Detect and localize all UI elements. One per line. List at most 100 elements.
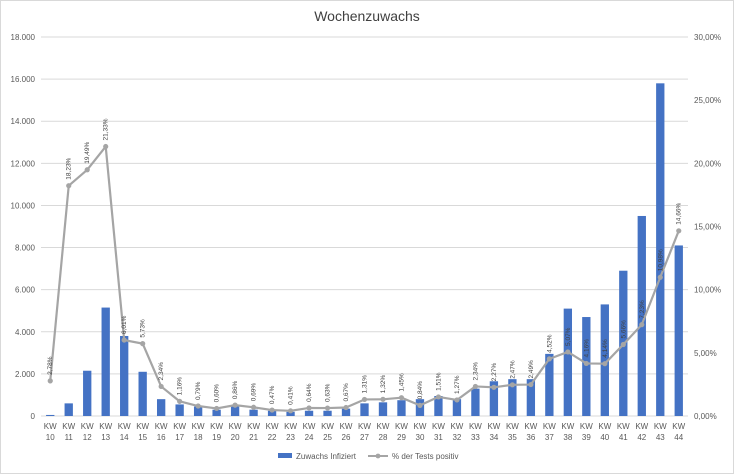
bar — [212, 409, 221, 416]
legend-swatch-marker — [375, 453, 381, 459]
x-tick-label: 22 — [268, 433, 277, 442]
line-point — [232, 402, 238, 408]
line-point — [324, 405, 331, 411]
bar — [582, 317, 591, 416]
x-tick-label: KW — [44, 422, 57, 431]
data-label: 2,27% — [491, 363, 498, 382]
bar — [83, 370, 92, 416]
y2-tick-label: 0,00% — [694, 412, 717, 421]
data-label: 0,84% — [417, 381, 424, 400]
bar — [360, 403, 369, 416]
x-tick-label: 40 — [600, 433, 609, 442]
line-point — [417, 402, 423, 408]
bar — [563, 308, 573, 416]
data-label: 2,49% — [528, 360, 535, 379]
bar — [637, 215, 646, 416]
data-label: 5,66% — [620, 320, 627, 339]
x-tick-label: KW — [99, 422, 112, 431]
x-tick-label: 38 — [563, 433, 572, 442]
x-tick-label: KW — [469, 422, 482, 431]
x-tick-label: 44 — [674, 433, 683, 442]
x-tick-label: 19 — [212, 433, 221, 442]
line-point — [121, 337, 127, 343]
data-label: 0,47% — [269, 385, 276, 404]
y-tick-label: 18.000 — [11, 33, 36, 42]
x-tick-label: 35 — [508, 433, 517, 442]
data-label: 0,41% — [288, 386, 295, 405]
x-tick-label: KW — [377, 422, 390, 431]
bar — [156, 399, 166, 416]
x-tick-label: KW — [340, 422, 353, 431]
x-tick-label: 39 — [582, 433, 591, 442]
y-tick-label: 14.000 — [11, 117, 36, 126]
x-tick-label: 28 — [379, 433, 388, 442]
bar — [674, 245, 683, 416]
line-point — [250, 404, 257, 410]
data-label: 1,31% — [362, 375, 369, 394]
x-tick-label: KW — [303, 422, 316, 431]
x-tick-label: KW — [672, 422, 685, 431]
x-tick-label: 36 — [526, 433, 535, 442]
line-point — [509, 382, 515, 388]
x-tick-label: KW — [654, 422, 667, 431]
x-tick-label: KW — [506, 422, 519, 431]
data-label: 1,16% — [177, 377, 184, 396]
bar — [46, 414, 55, 416]
bar — [101, 307, 110, 416]
line-point — [620, 341, 626, 348]
line-point — [140, 341, 146, 347]
line-point — [343, 404, 349, 411]
x-tick-label: KW — [321, 422, 334, 431]
x-tick-label: KW — [617, 422, 630, 431]
data-label: 0,63% — [325, 383, 332, 402]
x-tick-label: KW — [118, 422, 131, 431]
line-point — [528, 381, 534, 388]
line-point — [287, 408, 294, 414]
data-label: 1,51% — [435, 372, 442, 391]
bar — [193, 406, 203, 416]
bar — [120, 335, 129, 416]
data-label: 6,01% — [121, 315, 128, 334]
bar — [64, 403, 73, 416]
x-tick-label: 16 — [157, 433, 166, 442]
line-point — [676, 228, 682, 234]
data-label: 0,69% — [251, 383, 258, 402]
x-tick-label: KW — [598, 422, 611, 431]
legend-label-bars: Zuwachs Infiziert — [296, 452, 357, 461]
bar — [452, 399, 462, 416]
line-point — [435, 394, 442, 400]
bar — [267, 410, 277, 416]
data-label: 0,79% — [195, 381, 202, 400]
x-tick-label: 27 — [360, 433, 369, 442]
bar — [323, 410, 332, 416]
x-tick-label: 25 — [323, 433, 332, 442]
data-label: 21,33% — [103, 118, 110, 140]
line-point — [47, 378, 53, 384]
data-label: 1,45% — [398, 373, 405, 392]
x-tick-label: 11 — [65, 433, 74, 442]
line-point — [472, 383, 479, 390]
x-tick-label: 18 — [194, 433, 203, 442]
bar — [175, 404, 184, 416]
y-tick-label: 12.000 — [11, 159, 36, 168]
bar — [508, 379, 517, 416]
x-tick-label: 30 — [416, 433, 425, 442]
data-label: 4,52% — [546, 334, 553, 353]
line-point — [491, 384, 497, 390]
y-tick-label: 10.000 — [11, 201, 36, 210]
x-tick-label: 23 — [286, 433, 295, 442]
x-tick-label: 12 — [83, 433, 92, 442]
bar — [526, 379, 536, 416]
data-label: 19,49% — [84, 142, 91, 164]
x-tick-label: 10 — [46, 433, 55, 442]
data-label: 14,66% — [676, 203, 683, 225]
bar — [249, 409, 258, 416]
y2-tick-label: 25,00% — [694, 96, 721, 105]
data-label: 4,14% — [602, 339, 609, 358]
line-point — [602, 361, 608, 367]
x-tick-label: KW — [561, 422, 574, 431]
data-label: 1,27% — [454, 375, 461, 394]
x-tick-label: KW — [155, 422, 168, 431]
x-tick-label: 20 — [231, 433, 240, 442]
